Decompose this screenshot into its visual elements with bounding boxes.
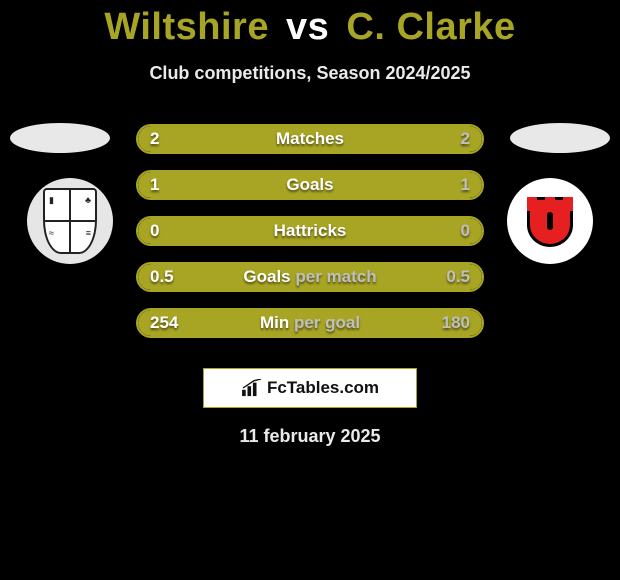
stat-value-left: 2 — [150, 129, 159, 149]
stat-value-left: 254 — [150, 313, 178, 333]
player1-club-logo: ▮♣ ≈≡ — [27, 178, 113, 264]
date-label: 11 february 2025 — [0, 426, 620, 447]
stats-bars: 2 2 Matches 1 1 Goals 0 0 Hattricks 0.5 0.5 Goals p… — [136, 124, 484, 338]
stat-bar: 254 180 Min per goal — [136, 308, 484, 338]
player2-ellipse — [510, 123, 610, 153]
stat-value-right: 0 — [461, 221, 470, 241]
bars-icon — [241, 379, 263, 397]
stat-value-right: 0.5 — [446, 267, 470, 287]
shield-icon: ▮♣ ≈≡ — [43, 188, 97, 254]
stat-value-right: 180 — [442, 313, 470, 333]
stat-bar: 0 0 Hattricks — [136, 216, 484, 246]
stat-value-left: 1 — [150, 175, 159, 195]
stat-label: Goals per match — [243, 267, 376, 287]
stat-label: Min per goal — [260, 313, 360, 333]
fctables-badge: FcTables.com — [203, 368, 417, 408]
badge-text: FcTables.com — [267, 378, 379, 398]
stat-label: Hattricks — [274, 221, 347, 241]
stat-value-left: 0.5 — [150, 267, 174, 287]
stat-bar: 0.5 0.5 Goals per match — [136, 262, 484, 292]
player1-name: Wiltshire — [104, 6, 269, 48]
player2-name: C. Clarke — [346, 6, 515, 48]
stat-bar: 2 2 Matches — [136, 124, 484, 154]
comparison-title: Wiltshire vs C. Clarke — [0, 0, 620, 49]
subtitle: Club competitions, Season 2024/2025 — [0, 63, 620, 84]
stat-value-right: 2 — [461, 129, 470, 149]
stat-label: Goals — [286, 175, 333, 195]
stat-bar-fill-right — [310, 172, 482, 198]
vs-label: vs — [286, 6, 329, 48]
stat-bar: 1 1 Goals — [136, 170, 484, 200]
stat-value-left: 0 — [150, 221, 159, 241]
tower-icon — [520, 191, 580, 251]
stat-label: Matches — [276, 129, 344, 149]
stat-value-right: 1 — [461, 175, 470, 195]
player2-club-logo — [507, 178, 593, 264]
player1-ellipse — [10, 123, 110, 153]
stat-bar-fill-left — [138, 172, 310, 198]
